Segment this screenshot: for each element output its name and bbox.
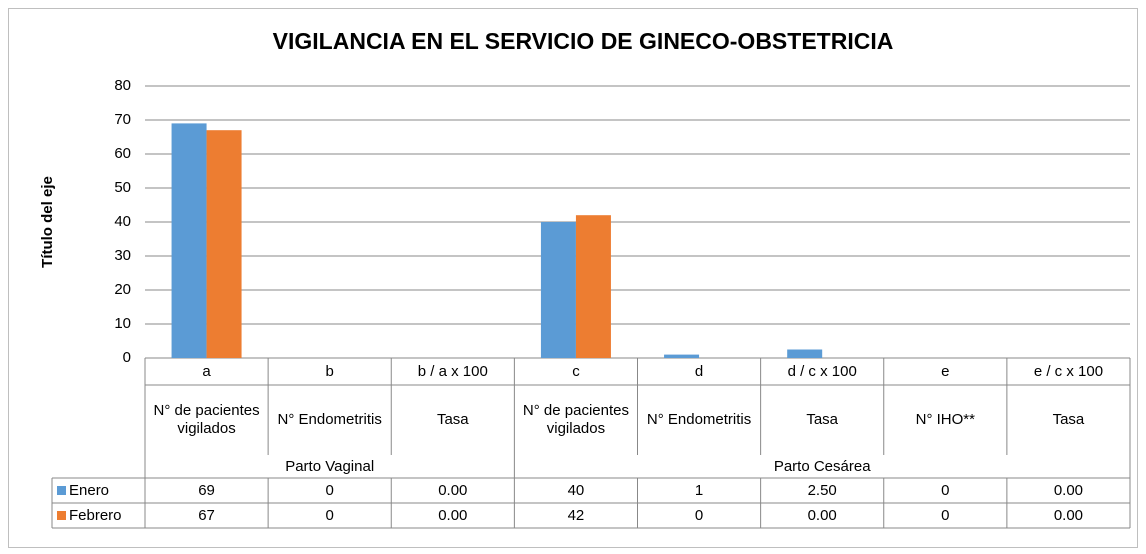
category-description: Tasa <box>806 411 839 428</box>
table-value: 0.00 <box>438 506 468 524</box>
legend-label: Enero <box>69 482 109 499</box>
table-value: 0.00 <box>807 506 837 524</box>
group-label: Parto Cesárea <box>773 457 871 475</box>
bar <box>787 349 823 358</box>
y-tick-label: 50 <box>114 179 131 196</box>
category-description: N° de pacientes vigilados <box>153 402 260 437</box>
table-value: 40 <box>567 481 585 499</box>
bar <box>575 215 611 358</box>
category-label: e / c x 100 <box>1033 362 1104 380</box>
legend-swatch <box>57 511 66 520</box>
legend-label: Febrero <box>69 507 122 524</box>
chart-title: VIGILANCIA EN EL SERVICIO DE GINECO-OBST… <box>273 28 894 54</box>
y-axis-label: Título del eje <box>39 176 56 268</box>
category-description: N° Endometritis <box>646 411 752 428</box>
table-value: 2.50 <box>807 481 837 499</box>
category-description: N° Endometritis <box>277 411 382 428</box>
category-label: c <box>572 362 580 380</box>
category-label: a <box>202 362 211 380</box>
bar <box>540 222 576 358</box>
category-label: e <box>941 362 950 380</box>
category-description: N° de pacientes vigilados <box>522 402 629 437</box>
category-description: Tasa <box>436 411 469 428</box>
category-label: b / a x 100 <box>417 362 488 380</box>
table-value: 0.00 <box>1053 481 1084 499</box>
table-value: 67 <box>198 506 215 524</box>
y-tick-label: 20 <box>114 281 131 298</box>
y-tick-label: 70 <box>114 111 131 128</box>
y-tick-label: 80 <box>114 77 131 94</box>
table-value: 1 <box>694 481 704 499</box>
y-tick-label: 10 <box>114 315 131 332</box>
y-tick-label: 60 <box>114 145 131 162</box>
table-value: 0 <box>325 481 334 499</box>
category-description: Tasa <box>1052 411 1085 428</box>
table-value: 0.00 <box>438 481 468 499</box>
y-tick-label: 30 <box>114 247 131 264</box>
y-tick-label: 0 <box>123 349 131 366</box>
legend-swatch <box>57 486 66 495</box>
table-value: 0 <box>941 506 950 524</box>
bar <box>664 354 700 358</box>
category-description: N° IHO** <box>915 411 975 428</box>
category-label: b <box>325 362 334 380</box>
table-value: 0 <box>694 506 704 524</box>
y-tick-label: 40 <box>114 213 131 230</box>
bar <box>206 130 242 358</box>
bar <box>171 123 207 359</box>
table-value: 69 <box>198 481 215 499</box>
table-value: 0.00 <box>1053 506 1084 524</box>
category-label: d <box>694 362 704 380</box>
table-value: 42 <box>567 506 585 524</box>
group-label: Parto Vaginal <box>285 457 375 475</box>
table-value: 0 <box>941 481 950 499</box>
table-value: 0 <box>325 506 334 524</box>
category-label: d / c x 100 <box>787 362 857 380</box>
